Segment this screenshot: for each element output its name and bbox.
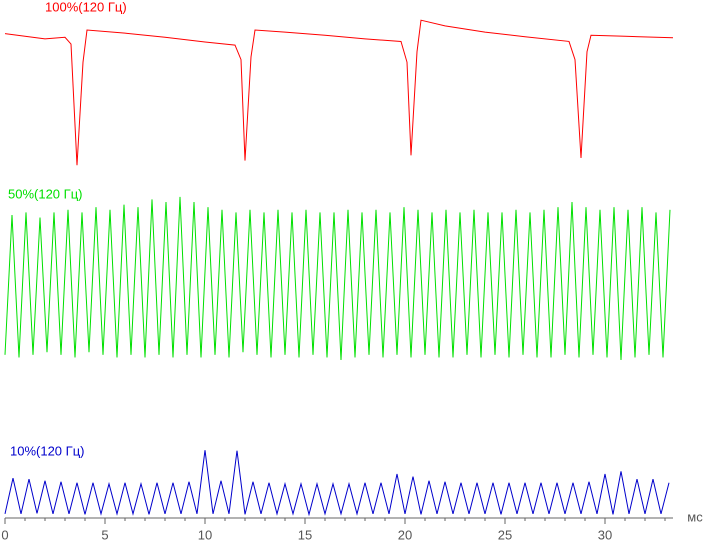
x-tick-label: 30: [598, 527, 612, 542]
x-axis-label: мс: [687, 509, 703, 524]
x-tick-label: 20: [398, 527, 412, 542]
series-label: 10%(120 Гц): [10, 443, 84, 458]
x-tick-label: 25: [498, 527, 512, 542]
x-tick-label: 5: [101, 527, 108, 542]
series-line: [4, 196, 671, 361]
series-line: [4, 19, 674, 166]
x-tick-label: 0: [1, 527, 8, 542]
series-line: [4, 450, 670, 517]
series-label: 50%(120 Гц): [8, 186, 82, 201]
series-label: 100%(120 Гц): [45, 0, 127, 14]
x-tick-label: 15: [298, 527, 312, 542]
x-tick-label: 10: [198, 527, 212, 542]
